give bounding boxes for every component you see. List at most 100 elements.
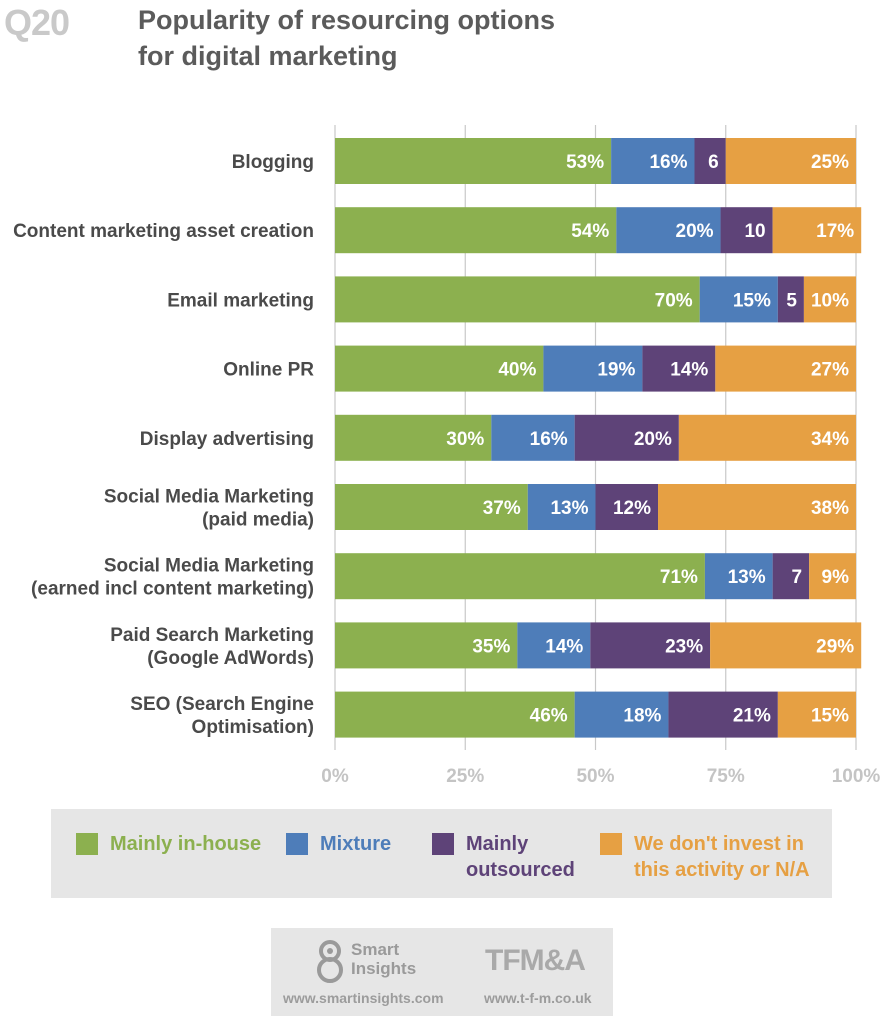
- data-label: 70%: [655, 290, 693, 311]
- bar-segment: [335, 414, 492, 461]
- data-label: 46%: [530, 706, 568, 727]
- x-tick-label: 75%: [707, 766, 745, 787]
- bar-segment: [809, 553, 856, 600]
- chart-title-line2: for digital marketing: [138, 41, 398, 71]
- smart-insights-logo-icon: [317, 940, 343, 983]
- data-label: 29%: [816, 636, 854, 657]
- data-label: 54%: [571, 221, 609, 242]
- legend-item-mixture: Mixture: [286, 831, 391, 857]
- smart-insights-url[interactable]: www.smartinsights.com: [283, 990, 444, 1006]
- bar-segment: [335, 691, 575, 738]
- data-label: 16%: [530, 429, 568, 450]
- bar-segment: [710, 622, 862, 669]
- data-label: 27%: [811, 360, 849, 381]
- category-label: Content marketing asset creation: [13, 221, 314, 242]
- bar-segment: [720, 207, 773, 254]
- data-label: 23%: [665, 636, 703, 657]
- tfm-url[interactable]: www.t-f-m.co.uk: [484, 990, 592, 1006]
- bar-segment: [590, 622, 711, 669]
- legend-label-outsourced: Mainly outsourced: [466, 833, 575, 881]
- data-label: 6: [708, 152, 719, 173]
- tfm-logo: TFM&A: [485, 944, 586, 977]
- category-label: SEO (Search Engine: [130, 694, 314, 715]
- chart-title-line1: Popularity of resourcing options: [138, 5, 556, 35]
- data-label: 20%: [634, 429, 672, 450]
- data-label: 15%: [811, 706, 849, 727]
- x-tick-label: 25%: [446, 766, 484, 787]
- bar-segment: [704, 553, 773, 600]
- data-label: 71%: [660, 567, 698, 588]
- bar-segment: [668, 691, 778, 738]
- data-label: 10: [744, 221, 765, 242]
- legend-label-not-invest: We don't invest in this activity or N/A: [634, 833, 810, 881]
- bar-segment: [616, 207, 721, 254]
- data-label: 30%: [446, 429, 484, 450]
- bar-segment: [715, 345, 856, 392]
- bar-segment: [611, 138, 695, 184]
- legend-swatch-in-house: [76, 833, 98, 855]
- bar-segment: [574, 691, 669, 738]
- data-label: 40%: [498, 360, 536, 381]
- legend-swatch-mixture: [286, 833, 308, 855]
- data-label: 13%: [550, 498, 588, 519]
- bar-segment: [777, 691, 856, 738]
- category-label: Paid Search Marketing: [110, 625, 314, 646]
- bar-segment: [527, 484, 596, 530]
- data-label: 15%: [733, 290, 771, 311]
- data-label: 10%: [811, 290, 849, 311]
- bar-segment: [335, 207, 617, 254]
- category-label: Social Media Marketing: [104, 556, 314, 577]
- x-tick-label: 100%: [832, 766, 881, 787]
- category-label: (Google AdWords): [147, 648, 314, 669]
- bar-segment: [725, 138, 856, 184]
- data-label: 38%: [811, 498, 849, 519]
- x-tick-label: 0%: [321, 766, 349, 787]
- data-label: 7: [792, 567, 803, 588]
- data-label: 34%: [811, 429, 849, 450]
- bar-segment: [595, 484, 659, 530]
- data-label: 35%: [472, 636, 510, 657]
- data-label: 14%: [545, 636, 583, 657]
- legend-swatch-not-invest: [600, 833, 622, 855]
- data-label: 14%: [670, 360, 708, 381]
- bar-segment: [335, 553, 705, 600]
- category-label: Blogging: [232, 152, 314, 173]
- data-label: 9%: [822, 567, 850, 588]
- data-label: 5: [786, 290, 797, 311]
- category-label: Online PR: [223, 360, 314, 381]
- legend-label-mixture: Mixture: [320, 833, 392, 855]
- bar-segment: [699, 276, 778, 323]
- category-label: (paid media): [202, 510, 314, 531]
- bar-segment: [803, 276, 856, 323]
- legend-label-in-house: Mainly in-house: [110, 833, 262, 855]
- bar-segment: [642, 345, 716, 392]
- bar-segment: [335, 484, 528, 530]
- bar-segment: [543, 345, 643, 392]
- legend-item-outsourced: Mainly outsourced: [432, 831, 575, 883]
- data-label: 17%: [816, 221, 854, 242]
- legend-item-in-house: Mainly in-house: [76, 831, 261, 857]
- bar-segment: [335, 345, 544, 392]
- data-label: 37%: [483, 498, 521, 519]
- bar-segment: [694, 138, 726, 184]
- bar-segment: [777, 276, 804, 323]
- data-label: 21%: [733, 706, 771, 727]
- bar-segment: [335, 622, 518, 669]
- category-label: Display advertising: [140, 429, 314, 450]
- chart-title: Popularity of resourcing options for dig…: [138, 2, 555, 74]
- bar-segment: [517, 622, 591, 669]
- data-label: 16%: [649, 152, 687, 173]
- sponsor-logos: Smart Insights TFM&A www.smartinsights.c…: [271, 928, 613, 1016]
- bar-segment: [335, 138, 612, 184]
- category-label: (earned incl content marketing): [31, 579, 314, 600]
- data-label: 25%: [811, 152, 849, 173]
- data-label: 12%: [613, 498, 651, 519]
- data-label: 19%: [597, 360, 635, 381]
- x-tick-label: 50%: [576, 766, 614, 787]
- question-number: Q20: [4, 2, 70, 43]
- smart-insights-logo-text: Smart Insights: [351, 940, 417, 978]
- bar-segment: [491, 414, 575, 461]
- legend-item-not-invest: We don't invest in this activity or N/A: [600, 831, 810, 883]
- legend: Mainly in-house Mixture Mainly outsource…: [51, 809, 832, 898]
- bar-segment: [658, 484, 856, 530]
